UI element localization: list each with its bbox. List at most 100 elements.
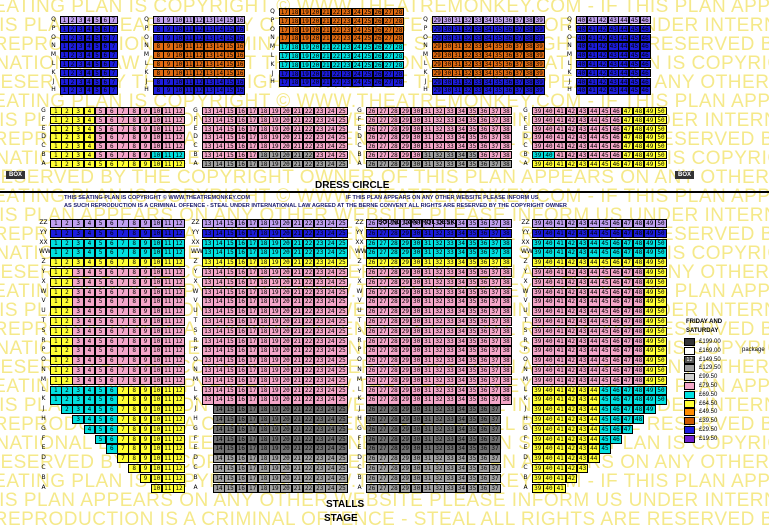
seat[interactable]: 44 — [618, 24, 630, 33]
seat[interactable]: 14 — [214, 68, 225, 77]
seat[interactable]: 7 — [117, 395, 129, 405]
seat[interactable]: 41 — [554, 159, 566, 168]
seat[interactable]: 36 — [503, 86, 514, 95]
seat[interactable]: 26 — [366, 297, 378, 307]
seat[interactable]: 23 — [314, 366, 326, 376]
seat[interactable]: 10 — [173, 60, 184, 69]
seat[interactable]: 13 — [202, 317, 214, 327]
seat[interactable]: 9 — [139, 159, 152, 168]
seat[interactable]: 31 — [452, 60, 463, 69]
seat[interactable]: 16 — [235, 483, 248, 493]
seat[interactable]: 11 — [183, 24, 195, 33]
seat[interactable]: 9 — [139, 287, 152, 297]
seat[interactable]: 10 — [150, 159, 163, 168]
seat[interactable]: 18 — [258, 268, 270, 278]
seat[interactable]: 49 — [644, 258, 656, 268]
seat[interactable]: 22 — [331, 78, 342, 87]
seat[interactable]: 42 — [565, 366, 578, 376]
seat[interactable]: 11 — [183, 60, 195, 69]
seat[interactable]: 35 — [466, 473, 479, 483]
seat[interactable]: 11 — [162, 415, 174, 425]
seat[interactable]: 14 — [213, 219, 225, 229]
seat[interactable]: 25 — [336, 238, 348, 248]
seat[interactable]: 40 — [543, 326, 555, 336]
seat[interactable]: 14 — [213, 434, 225, 444]
seat[interactable]: 41 — [554, 326, 566, 336]
seat[interactable]: 18 — [258, 248, 270, 258]
seat[interactable]: 40 — [576, 16, 587, 25]
seat[interactable]: 28 — [388, 124, 400, 133]
seat[interactable]: 4 — [83, 287, 96, 297]
seat[interactable]: 40 — [576, 51, 587, 60]
seat[interactable]: 16 — [234, 77, 246, 86]
seat[interactable]: 34 — [455, 142, 468, 151]
seat[interactable]: 8 — [153, 60, 164, 69]
seat[interactable]: 27 — [377, 395, 389, 405]
seat[interactable]: 15 — [224, 228, 236, 238]
seat[interactable]: 45 — [599, 238, 611, 248]
seat[interactable]: 31 — [452, 16, 463, 25]
seat[interactable]: 1 — [50, 307, 62, 317]
seat[interactable]: 30 — [410, 159, 423, 168]
seat[interactable]: 1 — [50, 375, 62, 385]
seat[interactable]: 9 — [139, 107, 152, 116]
seat[interactable]: 38 — [500, 346, 512, 356]
seat[interactable]: 26 — [366, 124, 378, 133]
seat[interactable]: 37 — [513, 68, 525, 77]
seat[interactable]: 5 — [94, 142, 107, 151]
seat[interactable]: 3 — [72, 277, 84, 287]
seat[interactable]: 2 — [61, 307, 73, 317]
seat[interactable]: 49 — [644, 228, 656, 238]
seat[interactable]: 34 — [455, 228, 468, 238]
seat[interactable]: 13 — [204, 51, 215, 60]
seat[interactable]: 4 — [83, 107, 96, 116]
seat[interactable]: 7 — [117, 297, 129, 307]
seat[interactable]: 21 — [291, 326, 304, 336]
seat[interactable]: 49 — [644, 405, 656, 415]
seat[interactable]: 5 — [94, 375, 107, 385]
seat[interactable]: 32 — [433, 385, 445, 395]
seat[interactable]: 25 — [336, 248, 348, 258]
seat[interactable]: 19 — [269, 346, 281, 356]
seat[interactable]: 24 — [325, 115, 337, 124]
seat[interactable]: 31 — [422, 107, 434, 116]
seat[interactable]: 43 — [576, 326, 589, 336]
seat[interactable]: 6 — [101, 33, 110, 42]
seat[interactable]: 6 — [106, 248, 118, 258]
seat[interactable]: 2 — [61, 405, 73, 415]
seat[interactable]: 20 — [280, 133, 292, 142]
seat[interactable]: 41 — [554, 248, 566, 258]
seat[interactable]: 10 — [173, 68, 184, 77]
seat[interactable]: 15 — [224, 375, 236, 385]
seat[interactable]: 41 — [554, 124, 566, 133]
seat[interactable]: 16 — [235, 107, 248, 116]
seat[interactable]: 39 — [532, 375, 544, 385]
seat[interactable]: 31 — [422, 133, 434, 142]
seat[interactable]: 39 — [534, 42, 545, 51]
seat[interactable]: 6 — [106, 415, 118, 425]
seat[interactable]: 10 — [150, 473, 163, 483]
seat[interactable]: 13 — [202, 107, 214, 116]
seat[interactable]: 37 — [489, 385, 501, 395]
seat[interactable]: 31 — [422, 346, 434, 356]
seat[interactable]: 7 — [117, 317, 129, 327]
seat[interactable]: 19 — [269, 142, 281, 151]
seat[interactable]: 4 — [83, 142, 96, 151]
seat[interactable]: 1 — [60, 16, 69, 25]
seat[interactable]: 17 — [279, 34, 290, 43]
seat[interactable]: 17 — [246, 454, 259, 464]
seat[interactable]: 15 — [224, 42, 235, 51]
seat[interactable]: 34 — [455, 405, 468, 415]
seat[interactable]: 39 — [532, 395, 544, 405]
seat[interactable]: 6 — [106, 356, 118, 366]
seat[interactable]: 15 — [224, 77, 235, 86]
seat[interactable]: 45 — [599, 366, 611, 376]
seat[interactable]: 14 — [214, 60, 225, 69]
seat[interactable]: 17 — [246, 115, 259, 124]
seat[interactable]: 34 — [455, 317, 468, 327]
seat[interactable]: 40 — [543, 248, 555, 258]
seat[interactable]: 46 — [610, 107, 622, 116]
seat[interactable]: 5 — [94, 219, 107, 229]
seat[interactable]: 14 — [213, 287, 225, 297]
seat[interactable]: 48 — [632, 297, 645, 307]
